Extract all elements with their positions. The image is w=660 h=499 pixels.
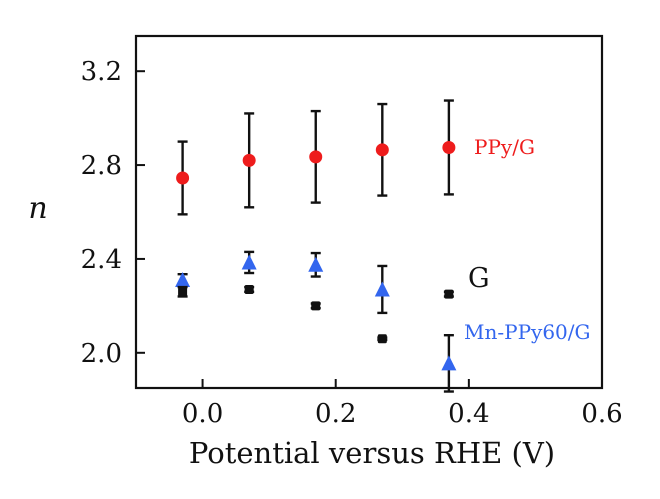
data-point	[377, 334, 387, 344]
data-point	[441, 355, 457, 371]
y-tick-label: 2.0	[81, 339, 122, 369]
series-label-ppy-g: PPy/G	[474, 135, 535, 159]
data-point	[175, 272, 191, 288]
series-ppy-g: PPy/G	[176, 99, 535, 216]
data-point	[374, 281, 390, 297]
data-point	[375, 143, 389, 157]
data-point	[444, 289, 454, 299]
x-tick-label: 0.6	[581, 399, 622, 429]
x-axis-title: Potential versus RHE (V)	[189, 436, 555, 470]
data-point	[242, 153, 256, 167]
series-label-g: G	[468, 263, 490, 294]
axes: 0.0 0.2 0.4 0.6 2.0 2.4 2.8 3.2	[81, 57, 623, 429]
y-tick-label: 2.4	[81, 245, 122, 275]
x-tick-label: 0.0	[182, 399, 223, 429]
y-tick-label: 2.8	[81, 151, 122, 181]
y-tick-label: 3.2	[81, 57, 122, 87]
y-axis-title: n	[28, 191, 47, 226]
data-point	[309, 150, 323, 164]
data-point	[178, 287, 188, 297]
data-point	[442, 140, 456, 154]
plot-frame	[134, 34, 604, 390]
x-tick-label: 0.2	[315, 399, 356, 429]
data-point	[244, 284, 254, 294]
series-layer: PPy/G Mn-PPy60/G G	[175, 99, 591, 393]
series-label-mn-ppy60-g: Mn-PPy60/G	[464, 320, 591, 344]
data-point	[176, 171, 190, 185]
data-point	[241, 254, 257, 270]
x-tick-label: 0.4	[448, 399, 489, 429]
series-mn-ppy60-g: Mn-PPy60/G	[175, 250, 591, 393]
series-g: G	[177, 263, 490, 344]
data-point	[311, 301, 321, 311]
data-point	[308, 256, 324, 272]
